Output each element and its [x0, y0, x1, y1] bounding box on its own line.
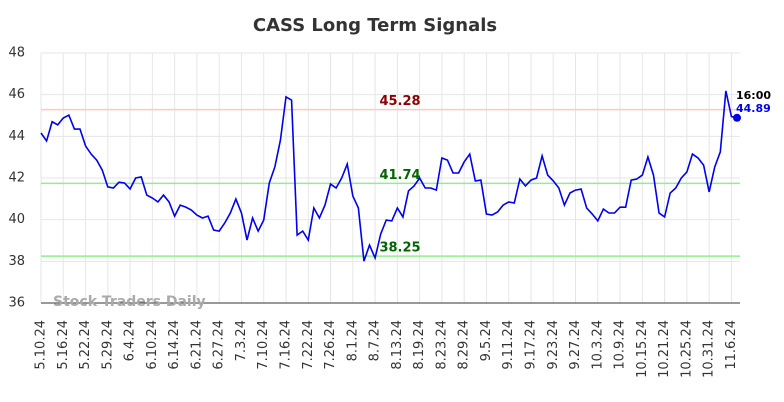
x-tick-label: 5.29.24: [100, 320, 115, 370]
x-tick-label: 8.1.24: [345, 320, 360, 361]
reference-label: 41.74: [379, 168, 420, 183]
x-tick-label: 9.23.24: [546, 320, 561, 370]
y-tick-label: 40: [8, 212, 25, 227]
x-tick-label: 8.19.24: [412, 320, 427, 370]
x-tick-label: 7.3.24: [234, 320, 249, 361]
x-tick-label: 8.7.24: [368, 320, 383, 361]
x-tick-label: 7.16.24: [278, 320, 293, 370]
x-tick-label: 7.22.24: [301, 320, 316, 370]
x-tick-label: 8.29.24: [457, 320, 472, 370]
x-tick-label: 7.10.24: [256, 320, 271, 370]
y-tick-label: 44: [8, 129, 25, 144]
x-tick-label: 6.4.24: [123, 320, 138, 361]
reference-label: 38.25: [379, 241, 420, 256]
x-tick-label: 6.21.24: [189, 320, 204, 370]
last-time: 16:00: [736, 89, 771, 102]
y-tick-label: 38: [8, 254, 25, 269]
x-tick-label: 9.11.24: [501, 320, 516, 370]
x-tick-label: 10.9.24: [613, 320, 628, 370]
x-tick-label: 8.23.24: [434, 320, 449, 370]
last-point: [733, 113, 741, 122]
chart-title: CASS Long Term Signals: [253, 15, 497, 36]
reference-label: 45.28: [379, 94, 420, 109]
x-tick-label: 9.5.24: [479, 320, 494, 361]
x-tick-label: 6.27.24: [212, 320, 227, 370]
x-tick-label: 10.25.24: [679, 320, 694, 378]
y-tick-label: 46: [8, 87, 25, 102]
x-tick-label: 10.31.24: [702, 320, 717, 378]
x-tick-label: 5.16.24: [56, 320, 71, 370]
x-tick-label: 10.3.24: [590, 320, 605, 370]
x-tick-label: 9.17.24: [523, 320, 538, 370]
watermark: Stock Traders Daily: [53, 294, 206, 310]
x-tick-label: 5.22.24: [78, 320, 93, 370]
x-tick-label: 10.15.24: [635, 320, 650, 378]
x-tick-label: 8.13.24: [390, 320, 405, 370]
x-tick-label: 6.14.24: [167, 320, 182, 370]
price-line: [40, 90, 738, 262]
last-value: 44.89: [736, 102, 771, 115]
x-tick-label: 5.10.24: [34, 320, 49, 370]
y-tick-label: 42: [8, 171, 25, 186]
y-tick-label: 48: [8, 46, 25, 61]
x-tick-label: 11.6.24: [724, 320, 739, 370]
x-tick-label: 9.27.24: [568, 320, 583, 370]
x-tick-label: 7.26.24: [323, 320, 338, 370]
x-tick-label: 10.21.24: [657, 320, 672, 378]
x-tick-label: 6.10.24: [145, 320, 160, 370]
y-tick-label: 36: [8, 296, 25, 311]
